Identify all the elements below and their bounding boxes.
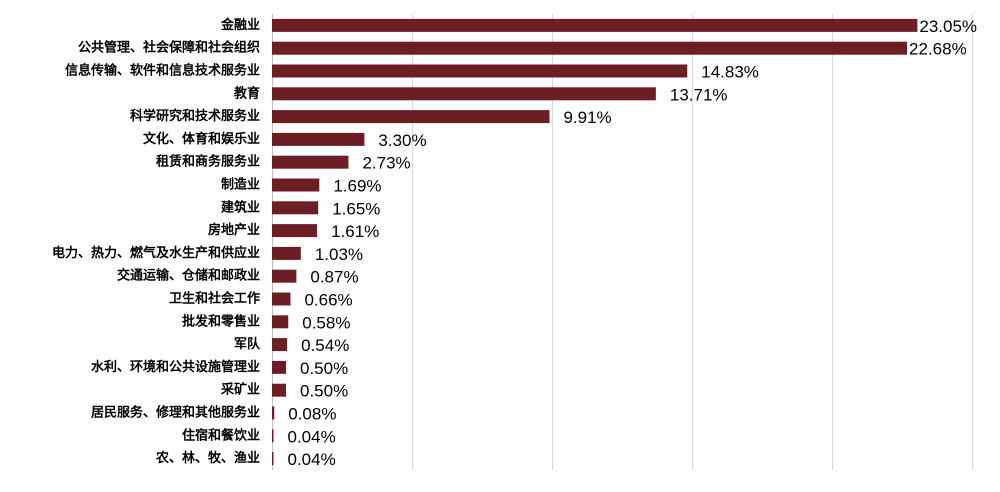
- value-label: 1.61%: [331, 222, 379, 241]
- bar: [272, 41, 908, 55]
- value-label: 23.05%: [919, 17, 977, 36]
- category-label: 建筑业: [221, 199, 260, 215]
- category-label: 文化、体育和娱乐业: [143, 131, 260, 147]
- value-label: 0.50%: [300, 382, 348, 401]
- value-label: 0.54%: [301, 336, 349, 355]
- value-label: 2.73%: [362, 154, 410, 173]
- value-labels: 23.05% 22.68% 14.83% 13.71% 9.91% 3.30% 2.73% 1…: [288, 17, 978, 469]
- value-label: 0.58%: [302, 313, 350, 332]
- category-label: 住宿和餐饮业: [182, 427, 260, 443]
- value-label: 1.65%: [332, 199, 380, 218]
- bar: [272, 64, 688, 78]
- category-label: 教育: [233, 85, 260, 101]
- value-label: 0.87%: [310, 268, 358, 287]
- category-labels: 金融业公共管理、社会保障和社会组织信息传输、软件和信息技术服务业教育科学研究和技…: [52, 17, 261, 466]
- bar: [272, 246, 301, 260]
- bar: [272, 178, 320, 192]
- bar: [272, 155, 349, 169]
- bar: [272, 269, 297, 283]
- category-label: 公共管理、社会保障和社会组织: [78, 40, 260, 56]
- bar: [272, 201, 319, 215]
- bar: [272, 224, 318, 238]
- bar: [272, 452, 274, 466]
- value-label: 22.68%: [909, 40, 967, 59]
- bar: [272, 132, 365, 146]
- bar: [272, 383, 286, 397]
- category-label: 军队: [234, 337, 261, 352]
- value-label: 0.08%: [288, 405, 336, 424]
- bar: [272, 87, 656, 101]
- category-label: 科学研究和技术服务业: [130, 108, 260, 124]
- value-label: 3.30%: [378, 131, 426, 150]
- bar: [272, 292, 291, 306]
- value-label: 9.91%: [563, 108, 611, 127]
- category-label: 卫生和社会工作: [169, 291, 260, 307]
- bars: [272, 18, 918, 466]
- category-label: 电力、热力、燃气及水生产和供应业: [52, 245, 260, 261]
- bar: [272, 406, 275, 420]
- bar: [272, 315, 289, 329]
- bar: [272, 338, 288, 352]
- category-label: 采矿业: [220, 382, 260, 398]
- category-label: 房地产业: [208, 222, 260, 238]
- category-label: 水利、环境和公共设施管理业: [91, 359, 260, 375]
- value-label: 0.50%: [300, 359, 348, 378]
- bar: [272, 429, 274, 443]
- value-label: 0.66%: [304, 291, 352, 310]
- bar: [272, 360, 286, 374]
- category-label: 农、林、牧、渔业: [155, 450, 260, 466]
- value-label: 0.04%: [288, 427, 336, 446]
- value-label: 1.69%: [333, 177, 381, 196]
- bar: [272, 110, 550, 124]
- category-label: 租赁和商务服务业: [156, 154, 260, 170]
- bar: [272, 18, 918, 32]
- gridlines: [272, 14, 973, 470]
- value-label: 14.83%: [701, 63, 759, 82]
- category-label: 金融业: [220, 17, 260, 33]
- value-label: 13.71%: [670, 85, 728, 104]
- category-label: 制造业: [221, 177, 260, 193]
- category-label: 交通运输、仓储和邮政业: [117, 268, 260, 284]
- category-label: 批发和零售业: [182, 313, 260, 329]
- category-label: 居民服务、修理和其他服务业: [91, 405, 260, 421]
- value-label: 0.04%: [288, 450, 336, 469]
- category-label: 信息传输、软件和信息技术服务业: [65, 63, 260, 79]
- value-label: 1.03%: [315, 245, 363, 264]
